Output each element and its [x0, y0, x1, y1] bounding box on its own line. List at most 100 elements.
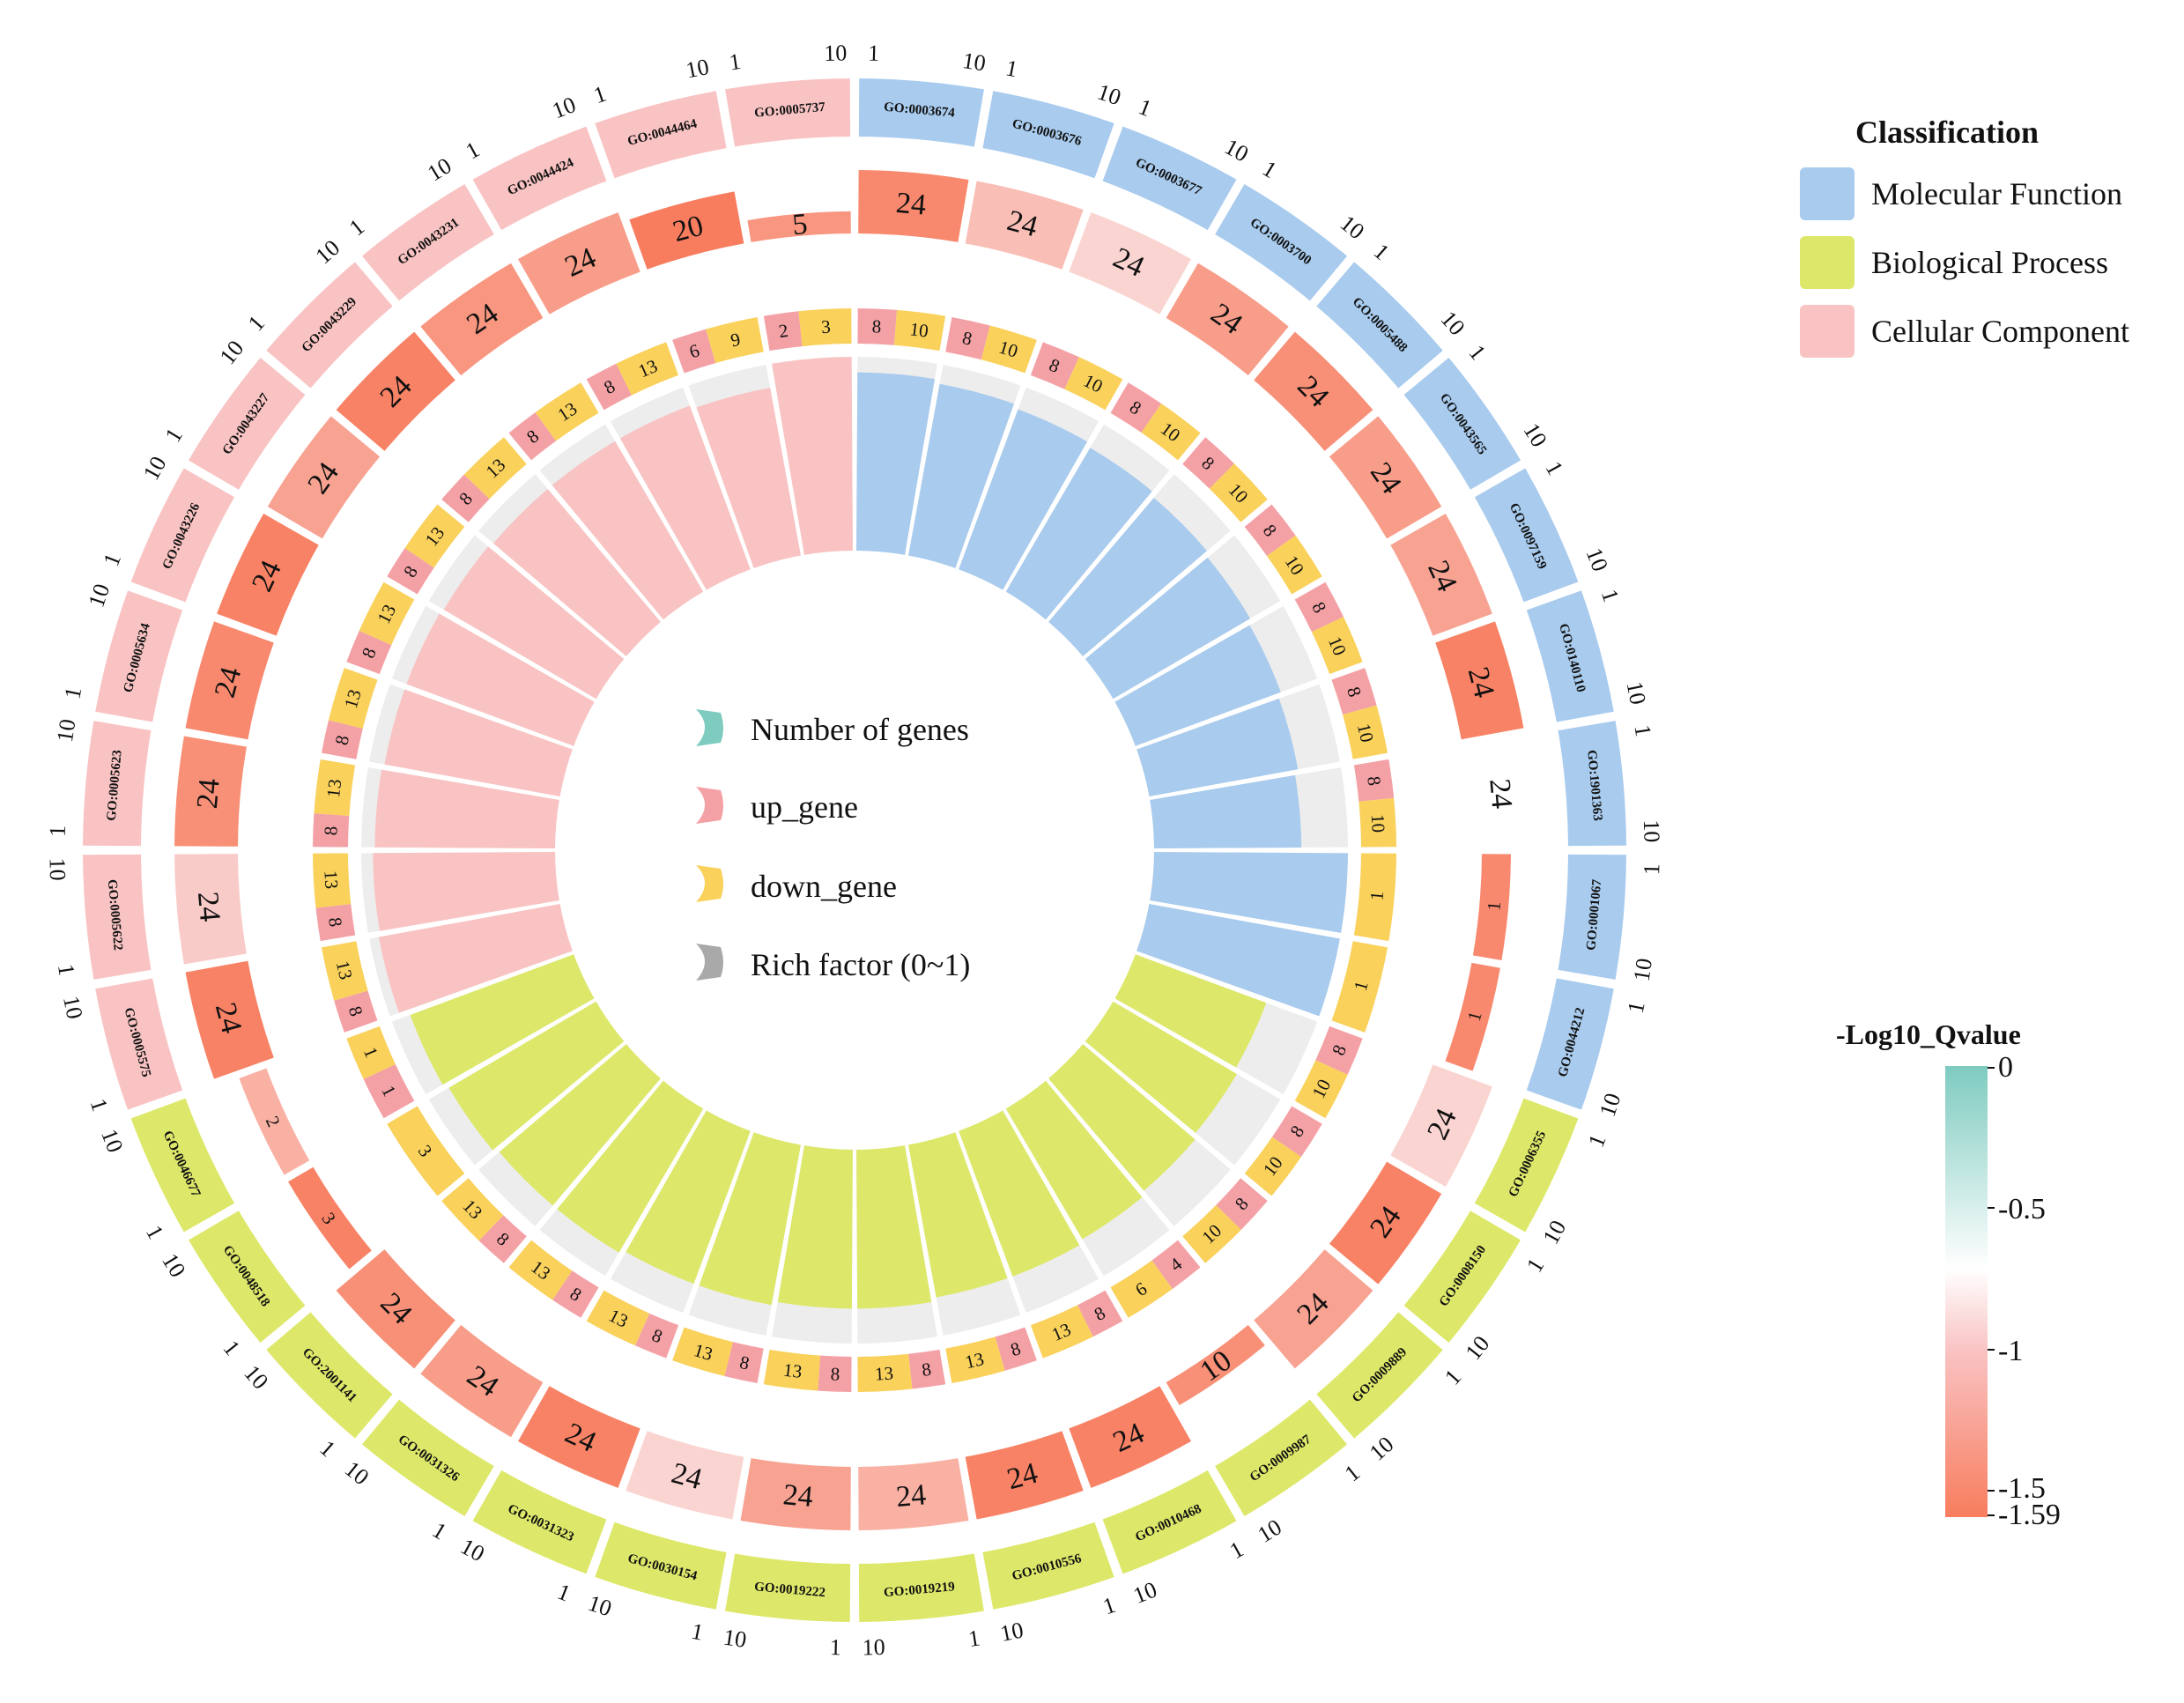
up-gene-swatch [696, 787, 723, 824]
go-band-4 [1316, 262, 1443, 389]
tick-10-label-9: 10 [1628, 957, 1657, 983]
up-gene-label-18: 8 [830, 1363, 840, 1384]
gene-count-band-13 [1254, 1249, 1373, 1369]
gene-count-band-0 [858, 170, 969, 242]
tick-1-label-21: 1 [428, 1517, 451, 1545]
rich-factor-bar-29 [406, 613, 595, 746]
go-band-8 [1558, 721, 1626, 847]
tick-10-label-5: 10 [1519, 418, 1552, 451]
rich-factor-bar-6 [1114, 625, 1281, 746]
molecular-function-swatch [1800, 167, 1855, 220]
gene-count-band-14 [1166, 1324, 1265, 1405]
tick-10-label-8: 10 [1639, 819, 1665, 843]
rich-factor-bar-23 [448, 1001, 625, 1151]
tick-10-label-33: 10 [549, 92, 580, 123]
gene-count-band-31 [336, 331, 455, 451]
gene-count-band-6 [1390, 514, 1492, 636]
up-gene-band-18 [818, 1355, 852, 1392]
up-gene-band-13 [1216, 1178, 1268, 1230]
gene-count-band-11 [1390, 1064, 1492, 1187]
go-band-14 [1215, 1399, 1348, 1516]
tick-10-label-7: 10 [1621, 679, 1651, 707]
down-gene-band-25 [321, 941, 368, 1001]
up-gene-band-30 [387, 548, 434, 595]
up-gene-label-8: 8 [1363, 775, 1385, 788]
up-gene-label-0: 8 [871, 315, 882, 337]
rich-factor-swatch [696, 944, 723, 981]
up-gene-band-29 [346, 630, 392, 675]
down-gene-band-31 [463, 437, 527, 500]
colorbar-label-2: -1 [1998, 1335, 2023, 1367]
tick-10-label-12: 10 [1461, 1331, 1495, 1365]
rich-factor-bar-3 [1005, 448, 1152, 620]
go-label-35: GO:0005737 [754, 100, 826, 121]
down-gene-band-12 [1244, 1137, 1301, 1196]
go-band-23 [189, 1211, 306, 1344]
down-gene-band-28 [328, 668, 378, 729]
up-gene-band-21 [552, 1270, 599, 1318]
up-gene-band-24 [363, 1064, 415, 1119]
up-gene-band-31 [441, 474, 490, 522]
gene-count-label-18: 24 [781, 1478, 814, 1514]
tick-10-label-24: 10 [96, 1125, 128, 1156]
tick-1-label-13: 1 [1440, 1365, 1466, 1390]
gene-count-label-26: 24 [191, 891, 226, 923]
gene-count-band-20 [518, 1386, 640, 1488]
gene-count-label-0: 24 [895, 187, 928, 222]
down-gene-band-0 [893, 309, 946, 352]
tick-10-label-18: 10 [722, 1624, 748, 1653]
rich-factor-bar-17 [856, 1145, 932, 1309]
rich-factor-bar-25 [378, 904, 573, 1013]
go-label-26: GO:0005622 [105, 879, 125, 951]
gene-count-band-4 [1254, 331, 1373, 451]
up-gene-label-28: 8 [330, 733, 353, 746]
tick-1-label-24: 1 [141, 1221, 169, 1243]
rich-factor-bar-24 [410, 954, 595, 1085]
go-label-8: GO:1901363 [1584, 750, 1604, 822]
down-gene-label-26: 13 [320, 870, 342, 889]
tick-10-label-3: 10 [1336, 211, 1369, 245]
down-gene-band-13 [1182, 1204, 1241, 1263]
gene-count-band-15 [1069, 1386, 1191, 1488]
up-gene-label-1: 8 [960, 327, 974, 350]
gene-count-band-27 [174, 736, 247, 847]
tick-10-label-30: 10 [215, 336, 249, 369]
tick-1-label-26: 1 [53, 962, 80, 977]
go-band-24 [130, 1098, 235, 1233]
down-gene-band-3 [1141, 404, 1201, 461]
go-band-19 [595, 1522, 727, 1610]
go-band-34 [595, 91, 727, 179]
up-gene-band-27 [313, 813, 350, 848]
tick-10-label-0: 10 [961, 48, 988, 77]
tick-10-label-22: 10 [239, 1360, 273, 1395]
up-gene-band-15 [1077, 1290, 1123, 1337]
up-gene-band-16 [995, 1327, 1037, 1371]
up-gene-band-4 [1182, 437, 1234, 489]
go-label-27: GO:0005623 [105, 750, 125, 822]
tick-10-label-35: 10 [824, 40, 848, 66]
down-gene-band-10 [1331, 941, 1388, 1033]
gene-count-band-26 [174, 854, 247, 965]
gene-count-band-35 [747, 211, 851, 242]
center-legend-label-0: Number of genes [751, 712, 969, 747]
tick-1-label-11: 1 [1583, 1130, 1611, 1151]
tick-1-label-28: 1 [59, 685, 86, 700]
gene-count-band-18 [740, 1458, 851, 1530]
tick-10-label-27: 10 [52, 717, 81, 744]
go-band-33 [472, 126, 607, 231]
down-gene-band-1 [981, 325, 1037, 374]
up-gene-band-14 [1151, 1240, 1201, 1289]
up-gene-band-5 [1244, 504, 1296, 556]
tick-10-label-13: 10 [1365, 1432, 1399, 1466]
gene-count-band-17 [858, 1458, 969, 1530]
down-gene-label-9: 1 [1366, 891, 1388, 902]
go-band-29 [130, 468, 235, 603]
gene-count-band-7 [1435, 621, 1524, 740]
rich-factor-bar-21 [557, 1080, 704, 1253]
down-gene-band-16 [945, 1336, 1005, 1384]
down-gene-label-18: 13 [782, 1359, 803, 1382]
go-band-30 [189, 357, 306, 490]
rich-factor-bar-19 [699, 1132, 801, 1306]
up-gene-band-8 [1353, 759, 1395, 802]
